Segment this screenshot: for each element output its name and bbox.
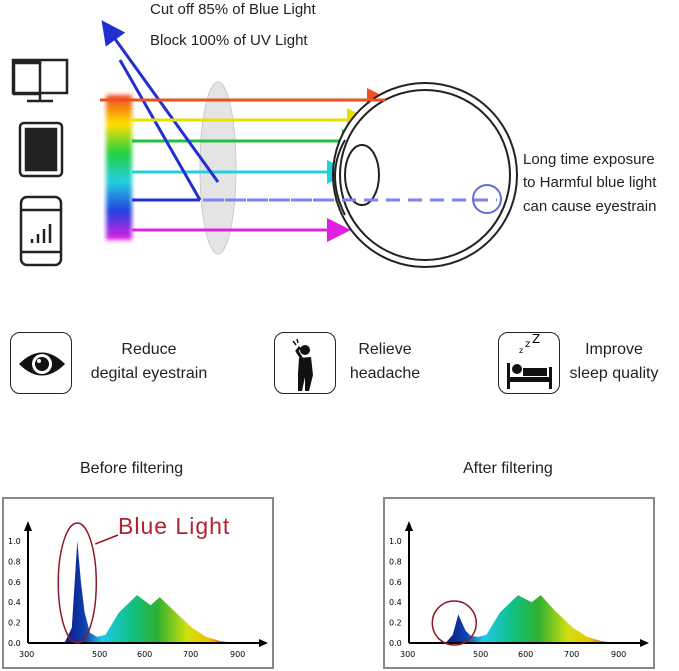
y-tick-label: 1.0 bbox=[389, 537, 402, 546]
feature-title: Improve bbox=[585, 341, 643, 358]
highlight-ellipse bbox=[57, 522, 98, 644]
headache-person-icon bbox=[274, 332, 336, 394]
x-tick-label: 900 bbox=[611, 650, 626, 659]
y-tick-label: 0.6 bbox=[389, 578, 402, 587]
y-axis-arrow bbox=[24, 521, 32, 531]
warning-line-2: to Harmful blue light bbox=[523, 174, 657, 191]
warning-line-3: can cause eyestrain bbox=[523, 198, 657, 215]
x-tick-label: 500 bbox=[92, 650, 107, 659]
feature-subtitle: headache bbox=[349, 365, 421, 382]
feature-title: Relieve bbox=[358, 341, 412, 358]
eye-icon bbox=[10, 332, 72, 394]
y-tick-label: 0.4 bbox=[8, 598, 21, 607]
rainbow-spectrum bbox=[106, 95, 132, 240]
x-tick-label: 300 bbox=[19, 650, 34, 659]
spectrum-area bbox=[445, 595, 616, 643]
x-tick-label: 300 bbox=[400, 650, 415, 659]
x-tick-label: 600 bbox=[518, 650, 533, 659]
y-tick-label: 0.0 bbox=[389, 639, 402, 648]
y-axis-arrow bbox=[405, 521, 413, 531]
light-diagram bbox=[11, 20, 518, 268]
feature-subtitle: degital eyestrain bbox=[90, 365, 208, 382]
monitor-icon bbox=[12, 59, 42, 96]
smartphone-icon bbox=[19, 195, 63, 267]
blue-light-label: Blue Light bbox=[118, 513, 231, 539]
chart-title-after: After filtering bbox=[463, 460, 553, 477]
y-tick-label: 0.6 bbox=[8, 578, 21, 587]
spectrum-area bbox=[64, 541, 235, 643]
x-tick-label: 500 bbox=[473, 650, 488, 659]
filter-stat-uv: Block 100% of UV Light bbox=[150, 32, 308, 49]
y-tick-label: 0.8 bbox=[8, 557, 21, 566]
y-tick-label: 1.0 bbox=[8, 537, 21, 546]
y-tick-label: 0.8 bbox=[389, 557, 402, 566]
svg-text:z: z bbox=[519, 346, 523, 355]
chart-before: 0.0 0.2 0.4 0.6 0.8 1.0 300 500 600 700 900 Blue L… bbox=[2, 497, 274, 669]
eye-diagram bbox=[100, 82, 518, 268]
chart-after: 0.0 0.2 0.4 0.6 0.8 1.0 300 500 600 700 900 bbox=[383, 497, 655, 669]
svg-text:Z: Z bbox=[532, 333, 540, 346]
y-tick-label: 0.2 bbox=[8, 619, 21, 628]
x-tick-label: 700 bbox=[183, 650, 198, 659]
feature-subtitle: sleep quality bbox=[569, 365, 659, 382]
y-tick-label: 0.4 bbox=[389, 598, 402, 607]
annotation-leader bbox=[94, 534, 119, 545]
y-tick-label: 0.2 bbox=[389, 619, 402, 628]
warning-line-1: Long time exposure bbox=[523, 151, 655, 168]
highlight-ellipse bbox=[431, 600, 478, 646]
tablet-icon bbox=[18, 121, 64, 178]
feature-title: Reduce bbox=[121, 341, 177, 358]
monitor-screen bbox=[11, 58, 69, 103]
chart-title-before: Before filtering bbox=[80, 460, 184, 477]
svg-text:z: z bbox=[525, 339, 530, 350]
y-tick-label: 0.0 bbox=[8, 639, 21, 648]
x-axis-arrow bbox=[259, 639, 268, 647]
lens bbox=[199, 81, 237, 255]
filter-stat-blue: Cut off 85% of Blue Light bbox=[150, 1, 316, 18]
x-tick-label: 600 bbox=[137, 650, 152, 659]
x-axis-arrow bbox=[640, 639, 649, 647]
x-tick-label: 700 bbox=[564, 650, 579, 659]
x-tick-label: 900 bbox=[230, 650, 245, 659]
